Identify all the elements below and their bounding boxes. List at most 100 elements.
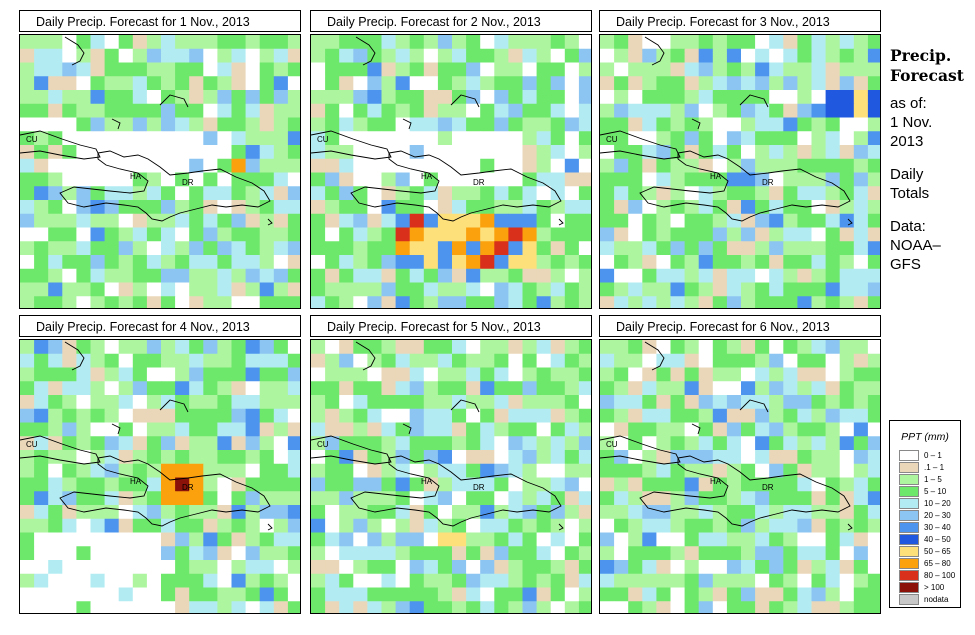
grid-cell bbox=[712, 422, 728, 437]
grid-cell bbox=[311, 268, 326, 283]
grid-cell bbox=[217, 241, 232, 256]
grid-cell bbox=[564, 353, 580, 368]
grid-cell bbox=[642, 158, 657, 173]
grid-cell bbox=[550, 200, 566, 215]
grid-cell bbox=[452, 158, 467, 173]
grid-cell bbox=[409, 477, 425, 492]
grid-cell bbox=[48, 532, 63, 547]
grid-cell bbox=[311, 532, 326, 547]
grid-cell bbox=[550, 158, 566, 173]
coastline bbox=[59, 150, 271, 222]
grid-cell bbox=[34, 186, 49, 201]
grid-cell bbox=[536, 282, 552, 297]
grid-cell bbox=[684, 268, 700, 283]
forecast-panel-5: Daily Precip. Forecast for 5 Nov., 2013 … bbox=[310, 315, 592, 615]
grid-cell bbox=[670, 491, 685, 506]
grid-cell bbox=[395, 546, 411, 561]
grid-cell bbox=[62, 213, 77, 228]
grid-cell bbox=[550, 76, 566, 91]
grid-cell bbox=[600, 186, 615, 201]
grid-cell bbox=[726, 296, 742, 308]
grid-cell bbox=[550, 408, 566, 423]
grid-cell bbox=[161, 340, 176, 355]
grid-cell bbox=[132, 131, 148, 146]
grid-cell bbox=[437, 532, 453, 547]
grid-cell bbox=[62, 131, 77, 146]
coastline bbox=[267, 218, 273, 226]
grid-cell bbox=[367, 601, 382, 613]
grid-cell bbox=[395, 422, 411, 437]
grid-cell bbox=[769, 560, 784, 575]
grid-cell bbox=[825, 422, 841, 437]
grid-cell bbox=[628, 601, 643, 613]
grid-cell bbox=[698, 601, 714, 613]
grid-cell bbox=[811, 296, 826, 308]
grid-cell bbox=[755, 601, 770, 613]
grid-cell bbox=[522, 408, 537, 423]
grid-cell bbox=[339, 282, 354, 297]
grid-cell bbox=[670, 186, 685, 201]
grid-cell bbox=[76, 587, 91, 602]
grid-cell bbox=[381, 48, 396, 63]
grid-cell bbox=[217, 103, 232, 118]
grid-cell bbox=[118, 145, 134, 160]
grid-cell bbox=[600, 227, 615, 242]
map-label-cu: CU bbox=[317, 440, 329, 449]
grid-cell bbox=[437, 145, 453, 160]
grid-cell bbox=[90, 463, 105, 478]
grid-cell bbox=[90, 546, 105, 561]
grid-cell bbox=[564, 131, 580, 146]
grid-cell bbox=[189, 436, 204, 451]
grid-cell bbox=[48, 158, 63, 173]
grid-cell bbox=[522, 367, 537, 382]
grid-cell bbox=[259, 340, 275, 355]
grid-cell bbox=[273, 587, 289, 602]
grid-cell bbox=[522, 491, 537, 506]
grid-cell bbox=[508, 573, 523, 588]
grid-cell bbox=[600, 587, 615, 602]
grid-cell bbox=[684, 186, 700, 201]
grid-cell bbox=[769, 103, 784, 118]
grid-cell bbox=[367, 450, 382, 465]
grid-cell bbox=[536, 103, 552, 118]
grid-cell bbox=[409, 241, 425, 256]
grid-cell bbox=[146, 255, 162, 270]
grid-cell bbox=[339, 172, 354, 187]
grid-cell bbox=[466, 532, 481, 547]
grid-cell bbox=[273, 35, 289, 50]
grid-cell bbox=[34, 131, 49, 146]
grid-cell bbox=[104, 131, 120, 146]
grid-cell bbox=[104, 340, 120, 355]
grid-cell bbox=[146, 117, 162, 132]
grid-cell bbox=[656, 518, 671, 533]
grid-cell bbox=[132, 395, 148, 410]
grid-cell bbox=[642, 200, 657, 215]
grid-cell bbox=[90, 90, 105, 105]
grid-cell bbox=[825, 241, 841, 256]
grid-cell bbox=[353, 518, 368, 533]
grid-cell bbox=[480, 268, 495, 283]
grid-cell bbox=[642, 76, 657, 91]
coastline bbox=[691, 118, 701, 130]
grid-cell bbox=[34, 532, 49, 547]
coastline bbox=[59, 455, 271, 527]
grid-cell bbox=[231, 200, 246, 215]
grid-cell bbox=[726, 573, 742, 588]
grid-cell bbox=[642, 340, 657, 355]
grid-cell bbox=[217, 340, 232, 355]
grid-cell bbox=[741, 35, 756, 50]
grid-cell bbox=[508, 450, 523, 465]
grid-cell bbox=[34, 601, 49, 613]
grid-cell bbox=[287, 395, 300, 410]
grid-cell bbox=[853, 131, 869, 146]
grid-cell bbox=[104, 463, 120, 478]
grid-cell bbox=[494, 296, 509, 308]
grid-cell bbox=[34, 560, 49, 575]
grid-cell bbox=[670, 48, 685, 63]
grid-cell bbox=[339, 381, 354, 396]
grid-cell bbox=[825, 213, 841, 228]
grid-cell bbox=[259, 76, 275, 91]
grid-cell bbox=[325, 436, 340, 451]
grid-cell bbox=[839, 601, 855, 613]
grid-cell bbox=[353, 477, 368, 492]
